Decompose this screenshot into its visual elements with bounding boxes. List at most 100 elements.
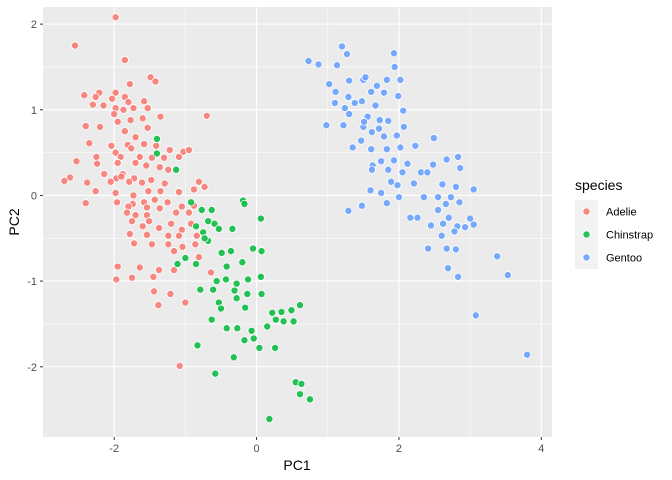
adelie-point (112, 275, 121, 284)
adelie-point (113, 262, 122, 271)
gentoo-point (339, 121, 348, 130)
adelie-point (147, 153, 156, 162)
gentoo-point (348, 143, 357, 152)
adelie-point (155, 163, 164, 172)
chinstrap-point (217, 248, 226, 257)
gentoo-point (444, 264, 453, 273)
gentoo-point (377, 188, 386, 197)
gentoo-point (337, 42, 346, 51)
gentoo-point (429, 134, 438, 143)
adelie-point (194, 253, 203, 262)
gentoo-point (375, 124, 384, 133)
adelie-point (99, 101, 108, 110)
gentoo-point (454, 272, 463, 281)
y-axis-title: PC2 (6, 208, 22, 235)
adelie-point (93, 159, 102, 168)
chinstrap-point (271, 315, 280, 324)
chinstrap-point (277, 307, 286, 316)
adelie-point (108, 94, 117, 103)
adelie-point (155, 265, 164, 274)
gentoo-point (434, 206, 443, 215)
gentoo-point (390, 62, 399, 71)
gentoo-point (396, 75, 405, 84)
adelie-point (92, 152, 101, 161)
panel-background (43, 7, 552, 437)
adelie-point (127, 217, 136, 226)
adelie-point (191, 240, 200, 249)
adelie-point (125, 229, 134, 238)
gentoo-point (399, 106, 408, 115)
gentoo-point (379, 132, 388, 141)
adelie-point (138, 222, 147, 231)
adelie-point (164, 165, 173, 174)
adelie-point (184, 208, 193, 217)
adelie-point (140, 97, 149, 106)
chinstrap-point (192, 222, 201, 231)
adelie-point (172, 208, 181, 217)
gentoo-point (469, 185, 478, 194)
legend-marker-gentoo (582, 253, 591, 262)
adelie-point (184, 146, 193, 155)
legend-label-gentoo: Gentoo (606, 253, 642, 265)
gentoo-point (424, 244, 433, 253)
adelie-point (202, 111, 211, 120)
gentoo-point (419, 193, 428, 202)
adelie-point (189, 185, 198, 194)
gentoo-point (357, 97, 366, 106)
gentoo-point (442, 155, 451, 164)
adelie-point (91, 92, 100, 101)
adelie-point (131, 158, 140, 167)
gentoo-point (461, 223, 470, 232)
x-tick-label: 4 (538, 443, 544, 455)
gentoo-point (382, 75, 391, 84)
chinstrap-point (216, 304, 225, 313)
chinstrap-point (232, 294, 241, 303)
gentoo-point (387, 177, 396, 186)
adelie-point (80, 91, 89, 100)
gentoo-point (325, 80, 334, 89)
adelie-point (91, 187, 100, 196)
adelie-point (111, 13, 120, 22)
chinstrap-point (289, 317, 298, 326)
adelie-point (110, 110, 119, 119)
adelie-point (166, 289, 175, 298)
adelie-point (66, 173, 75, 182)
chinstrap-point (187, 198, 196, 207)
chinstrap-point (232, 279, 241, 288)
adelie-point (181, 298, 190, 307)
chinstrap-point (257, 289, 266, 298)
gentoo-point (367, 87, 376, 96)
gentoo-point (384, 116, 393, 125)
gentoo-point (450, 227, 459, 236)
adelie-point (150, 195, 159, 204)
legend-marker-chinstrap (582, 230, 591, 239)
adelie-point (147, 176, 156, 185)
data-points (60, 13, 532, 424)
chinstrap-point (192, 259, 201, 268)
adelie-point (131, 133, 140, 142)
chinstrap-point (200, 234, 209, 243)
gentoo-point (493, 252, 502, 261)
adelie-point (200, 182, 209, 191)
gentoo-point (442, 244, 451, 253)
adelie-point (154, 301, 163, 310)
chinstrap-point (210, 219, 219, 228)
adelie-point (192, 231, 201, 240)
chinstrap-point (249, 244, 258, 253)
adelie-point (140, 140, 149, 149)
adelie-point (113, 198, 122, 207)
adelie-point (119, 105, 128, 114)
gentoo-point (438, 180, 447, 189)
adelie-point (120, 127, 129, 136)
chinstrap-point (287, 306, 296, 315)
gentoo-point (384, 165, 393, 174)
gentoo-point (393, 181, 402, 190)
gentoo-point (375, 116, 384, 125)
adelie-point (164, 240, 173, 249)
adelie-point (207, 268, 216, 277)
adelie-point (143, 123, 152, 132)
gentoo-point (455, 198, 464, 207)
y-tick-label: 1 (31, 105, 37, 117)
adelie-point (123, 208, 132, 217)
adelie-point (113, 117, 122, 126)
